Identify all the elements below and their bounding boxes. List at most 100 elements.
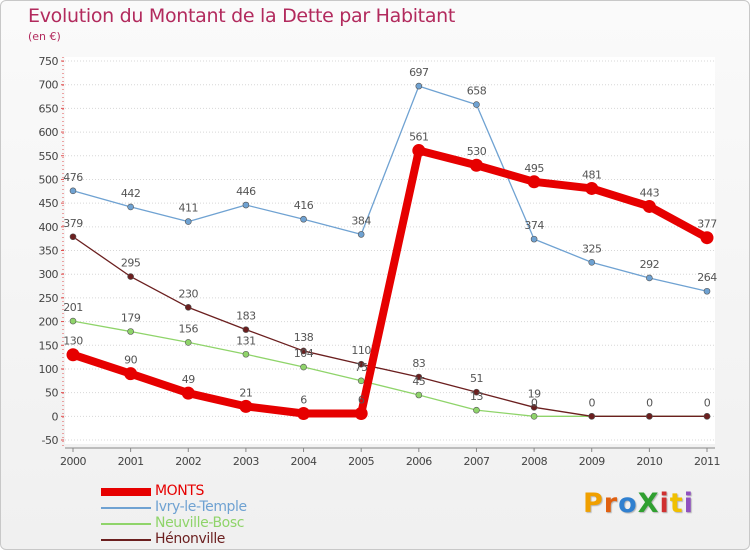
x-tick-label: 2009	[579, 455, 605, 468]
y-tick-label: 700	[39, 79, 59, 92]
chart-title: Evolution du Montant de la Dette par Hab…	[28, 5, 456, 27]
data-point	[239, 399, 253, 413]
data-label: 374	[524, 219, 544, 232]
logo-letter: r	[603, 488, 619, 519]
data-point	[297, 406, 311, 420]
data-point	[646, 413, 653, 420]
data-point	[700, 231, 714, 245]
y-tick-label: 550	[39, 150, 59, 163]
data-label: 658	[467, 85, 487, 98]
data-point	[300, 363, 307, 371]
data-point	[585, 181, 599, 195]
data-label: 530	[467, 145, 487, 158]
data-point	[184, 304, 192, 311]
data-point	[127, 203, 134, 211]
x-tick-label: 2008	[521, 455, 547, 468]
series-line-monts	[69, 146, 711, 418]
data-point	[124, 367, 138, 381]
data-label: 110	[351, 344, 371, 357]
data-point	[300, 347, 307, 355]
y-tick-label: 750	[39, 55, 59, 68]
legend-label: Ivry-le-Temple	[155, 499, 247, 515]
data-label: 179	[121, 312, 141, 325]
chart-subtitle: (en €)	[28, 30, 61, 43]
x-tick-label: 2003	[233, 455, 259, 468]
data-point	[415, 373, 423, 381]
proxiti-logo: ProXiti	[583, 488, 694, 519]
legend-swatch	[101, 507, 151, 509]
y-tick-label: 600	[39, 126, 59, 139]
data-point	[415, 391, 423, 399]
data-point	[530, 235, 538, 243]
data-label: 230	[179, 287, 199, 300]
data-label: 90	[124, 354, 137, 367]
data-point	[354, 406, 368, 420]
data-label: 130	[63, 335, 83, 348]
data-point	[357, 231, 365, 238]
data-label: 75	[355, 361, 368, 374]
logo-letter: i	[683, 488, 694, 519]
data-label: 45	[412, 375, 425, 388]
legend-label: Neuville-Bosc	[155, 515, 245, 531]
series-line-h-nonville	[72, 236, 708, 417]
data-point	[66, 348, 80, 362]
data-label: 443	[640, 186, 660, 199]
data-label: 411	[179, 202, 199, 215]
x-tick-label: 2004	[291, 455, 317, 468]
y-tick-label: 500	[39, 173, 59, 186]
data-label: 416	[294, 199, 314, 212]
data-label: 0	[531, 396, 538, 409]
data-label: 561	[409, 131, 429, 144]
x-tick-label: 2002	[175, 455, 201, 468]
data-point	[412, 144, 426, 158]
data-point	[530, 413, 538, 420]
x-tick-label: 2011	[694, 455, 720, 468]
data-point	[527, 175, 541, 189]
data-point	[184, 339, 192, 346]
logo-letter: X	[637, 488, 660, 519]
data-point	[703, 287, 711, 295]
y-tick-label: 250	[39, 292, 59, 305]
logo-letter: i	[659, 488, 670, 519]
y-tick-label: 100	[39, 363, 59, 376]
x-tick-label: 2010	[636, 455, 662, 468]
series-line-ivry-le-temple	[72, 85, 708, 292]
data-point	[127, 328, 134, 335]
legend-swatch	[101, 523, 151, 525]
data-label: 379	[63, 217, 83, 230]
y-tick-label: 400	[39, 221, 59, 234]
x-tick-label: 2007	[463, 455, 489, 468]
logo-letter: P	[583, 488, 604, 519]
data-label: 83	[412, 357, 425, 370]
data-label: 104	[294, 347, 314, 360]
data-label: 201	[63, 301, 83, 314]
data-point	[588, 259, 596, 266]
data-label: 6	[300, 393, 307, 406]
data-point	[357, 377, 365, 385]
x-tick-label: 2006	[406, 455, 432, 468]
data-label: 183	[236, 310, 256, 323]
data-point	[473, 101, 480, 108]
x-tick-label: 2005	[348, 455, 374, 468]
data-label: 292	[640, 258, 660, 271]
data-label: 476	[63, 171, 83, 184]
data-point	[69, 317, 77, 325]
logo-letter: o	[618, 488, 638, 519]
legend-label: MONTS	[155, 483, 205, 499]
data-point	[242, 326, 250, 333]
data-label: 495	[524, 162, 544, 175]
data-label: 0	[704, 396, 711, 409]
data-label: 0	[588, 396, 595, 409]
legend-label: Hénonville	[155, 531, 226, 547]
data-label: 131	[236, 334, 256, 347]
y-tick-label: 450	[39, 197, 59, 210]
data-label: 264	[697, 271, 717, 284]
data-label: 442	[121, 187, 141, 200]
data-label: 49	[182, 373, 195, 386]
data-point	[473, 388, 480, 396]
data-point	[415, 82, 423, 90]
data-label: 446	[236, 185, 256, 198]
y-tick-label: 50	[45, 387, 58, 400]
data-label: 19	[528, 387, 541, 400]
